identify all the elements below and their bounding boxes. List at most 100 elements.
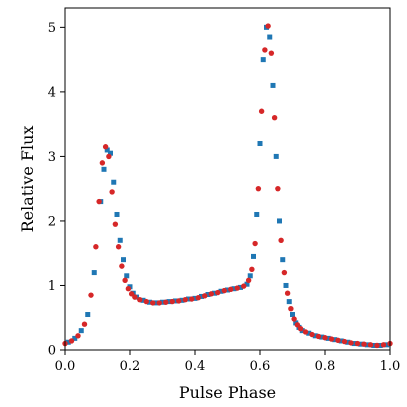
series-1-point bbox=[364, 342, 370, 348]
series-2-point bbox=[249, 266, 255, 273]
series-2-point bbox=[132, 294, 138, 300]
series-2-point bbox=[354, 340, 361, 347]
series-2-point bbox=[115, 244, 122, 250]
series-1-point bbox=[104, 147, 110, 153]
series-1-point bbox=[140, 297, 146, 303]
series-1-point bbox=[338, 338, 344, 344]
series-2-point bbox=[215, 289, 221, 296]
series-1-point bbox=[114, 211, 120, 217]
series-1-point bbox=[199, 293, 204, 299]
series-1-point bbox=[238, 284, 243, 290]
series-2-point bbox=[341, 338, 348, 345]
series-2-point bbox=[88, 292, 94, 298]
series-2-point bbox=[335, 337, 341, 344]
series-1-point bbox=[166, 299, 172, 305]
y-tick-label: 3 bbox=[48, 150, 56, 165]
y-tick-label: 4 bbox=[48, 85, 56, 100]
series-2-point bbox=[291, 316, 297, 322]
series-2-point bbox=[75, 333, 81, 339]
series-2-point bbox=[202, 293, 208, 299]
series-1-point bbox=[280, 257, 286, 263]
series-2-point bbox=[281, 269, 288, 276]
series-2-point bbox=[328, 336, 335, 342]
series-2-point bbox=[112, 221, 119, 227]
series-1-point bbox=[244, 281, 250, 287]
series-1-point bbox=[290, 312, 295, 318]
y-tick-label: 1 bbox=[48, 279, 56, 294]
series-1-point bbox=[260, 57, 266, 63]
series-1-point bbox=[78, 328, 84, 334]
series-1-point bbox=[257, 141, 263, 147]
series-2-point bbox=[109, 189, 115, 195]
series-1-point bbox=[273, 153, 279, 159]
series-2-point bbox=[234, 285, 240, 291]
series-2-point bbox=[106, 153, 112, 160]
series-1-point bbox=[377, 342, 383, 348]
series-2-point bbox=[265, 23, 271, 29]
series-2-point bbox=[271, 114, 278, 121]
series-1-point bbox=[312, 333, 318, 339]
x-axis: 0.0 0.2 0.4 0.6 0.8 1.0 bbox=[55, 350, 401, 374]
series-2-point bbox=[302, 329, 309, 335]
series-1-point bbox=[319, 334, 325, 340]
series-2-point bbox=[189, 296, 195, 302]
series-1-point bbox=[332, 337, 338, 343]
series-1-point bbox=[218, 288, 224, 294]
series-2-point bbox=[93, 244, 99, 250]
series-1-point bbox=[306, 330, 312, 336]
series-1-point bbox=[147, 299, 152, 305]
series-1-point bbox=[91, 270, 97, 276]
series-2-point bbox=[182, 296, 188, 303]
series-2-point bbox=[137, 296, 143, 303]
series-2-point bbox=[309, 331, 315, 338]
series-2-point bbox=[176, 298, 182, 304]
series-1-point bbox=[212, 290, 217, 296]
series-2-point bbox=[99, 160, 106, 166]
y-tick-label: 2 bbox=[48, 214, 56, 229]
series-1-point bbox=[351, 341, 357, 347]
x-tick-label: 1.0 bbox=[380, 359, 401, 374]
series-2-point bbox=[68, 338, 75, 344]
series-1-point bbox=[65, 339, 71, 345]
series-2-point bbox=[221, 287, 227, 294]
x-tick-label: 0.2 bbox=[120, 359, 141, 374]
x-tick-label: 0.4 bbox=[185, 359, 206, 374]
series-2-point bbox=[258, 108, 265, 114]
series-1-point bbox=[192, 295, 198, 301]
series-2-point bbox=[268, 50, 275, 56]
series-1-point bbox=[286, 299, 292, 305]
y-axis-label: Relative Flux bbox=[18, 126, 37, 233]
series-2-point bbox=[275, 185, 281, 192]
x-tick-label: 0.0 bbox=[55, 359, 76, 374]
y-tick-label: 5 bbox=[48, 21, 56, 36]
series-2-point bbox=[255, 185, 262, 192]
series-1-point bbox=[371, 342, 377, 348]
series-2-point bbox=[284, 290, 291, 296]
series-1-point bbox=[111, 179, 117, 185]
series-1-point bbox=[153, 300, 159, 306]
series-1-point bbox=[121, 257, 126, 263]
series-2-point bbox=[125, 285, 132, 292]
y-tick-label: 0 bbox=[48, 344, 56, 359]
series-2-point bbox=[156, 300, 162, 306]
series-2-point bbox=[322, 335, 328, 341]
series-2-point bbox=[195, 295, 201, 301]
y-axis: 0 1 2 3 4 5 bbox=[48, 21, 65, 359]
series-2-point bbox=[81, 321, 88, 327]
x-tick-label: 0.8 bbox=[315, 359, 336, 374]
series-2-point bbox=[278, 237, 284, 244]
series-2-point bbox=[228, 286, 234, 293]
series-2-point bbox=[245, 277, 252, 284]
series-1-point bbox=[283, 282, 289, 288]
series-1-point bbox=[160, 299, 165, 305]
series-1-point bbox=[231, 286, 237, 292]
series-1-point bbox=[72, 335, 78, 341]
series-1-point bbox=[85, 312, 91, 318]
series-2-point bbox=[163, 299, 169, 305]
series-2-point bbox=[262, 47, 268, 53]
plot-frame bbox=[64, 7, 391, 351]
series-2-point bbox=[367, 342, 374, 348]
series-1-point bbox=[345, 339, 351, 345]
series-1-point bbox=[186, 296, 191, 302]
